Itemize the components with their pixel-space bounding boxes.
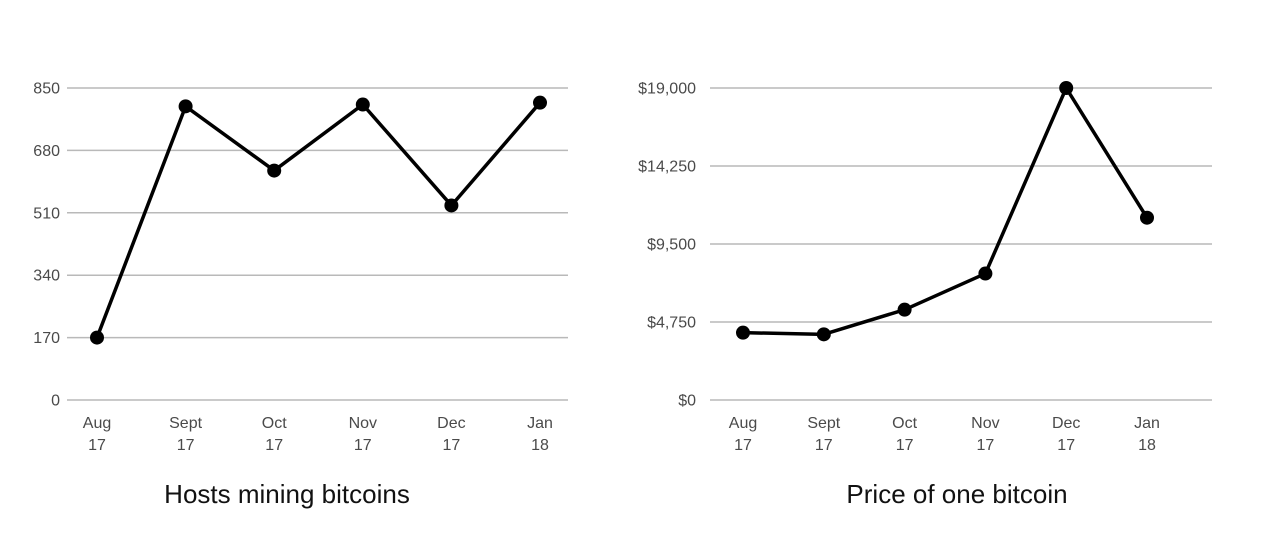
x-tick-label-month: Jan <box>527 415 553 432</box>
y-tick-label: $19,000 <box>638 81 696 98</box>
x-tick-label-year: 17 <box>265 437 283 454</box>
series-line <box>741 86 1149 337</box>
x-tick-label-year: 17 <box>1057 437 1075 454</box>
y-tick-label: 680 <box>33 143 60 160</box>
x-tick-label-month: Jan <box>1134 415 1160 432</box>
hosts-mining-chart: 0 170 340 510 680 850 Aug 17 Sept 17 Oct 17 Nov 17 Dec… <box>33 81 568 509</box>
y-tick-label: 340 <box>33 268 60 285</box>
data-point <box>444 198 459 213</box>
y-tick-label: $14,250 <box>638 159 696 176</box>
data-point <box>533 95 547 110</box>
x-tick-label-month: Sept <box>807 415 840 432</box>
data-point <box>1140 210 1154 225</box>
x-tick-label-year: 17 <box>354 437 372 454</box>
x-tick-label-year: 17 <box>88 437 106 454</box>
x-tick-label-year: 17 <box>734 437 752 454</box>
x-tick-label-year: 18 <box>1138 437 1156 454</box>
x-tick-label-year: 17 <box>977 437 995 454</box>
data-point <box>736 325 750 340</box>
x-tick-label-month: Oct <box>262 415 287 432</box>
x-tick-label-month: Oct <box>892 415 917 432</box>
data-point <box>816 327 831 342</box>
data-point <box>978 266 993 281</box>
chart-title: Price of one bitcoin <box>846 479 1067 509</box>
x-tick-label-month: Sept <box>169 415 202 432</box>
y-tick-label: 0 <box>51 393 60 410</box>
x-tick-label-year: 17 <box>177 437 195 454</box>
x-tick-label-month: Nov <box>971 415 999 432</box>
y-tick-label: $0 <box>678 393 696 410</box>
y-tick-label: $9,500 <box>647 237 696 254</box>
y-tick-label: 170 <box>33 330 60 347</box>
data-point <box>90 330 104 345</box>
chart-title: Hosts mining bitcoins <box>164 479 410 509</box>
data-point <box>1059 81 1074 95</box>
data-point <box>267 163 282 178</box>
y-tick-label: $4,750 <box>647 315 696 332</box>
x-tick-label-year: 18 <box>531 437 549 454</box>
x-tick-label-year: 17 <box>815 437 833 454</box>
x-tick-label-month: Aug <box>83 415 111 432</box>
bitcoin-price-chart: $0 $4,750 $9,500 $14,250 $19,000 Aug 17 Sept 17 O… <box>638 81 1212 509</box>
y-tick-label: 510 <box>33 205 60 222</box>
data-point <box>897 302 912 317</box>
x-tick-label-month: Aug <box>729 415 757 432</box>
data-point <box>178 99 193 114</box>
y-tick-label: 850 <box>33 81 60 98</box>
x-tick-label-month: Dec <box>437 415 465 432</box>
series-line <box>95 100 542 340</box>
x-tick-label-month: Dec <box>1052 415 1080 432</box>
data-point <box>355 97 370 112</box>
x-tick-label-year: 17 <box>896 437 914 454</box>
x-tick-label-year: 17 <box>443 437 461 454</box>
x-tick-label-month: Nov <box>349 415 377 432</box>
